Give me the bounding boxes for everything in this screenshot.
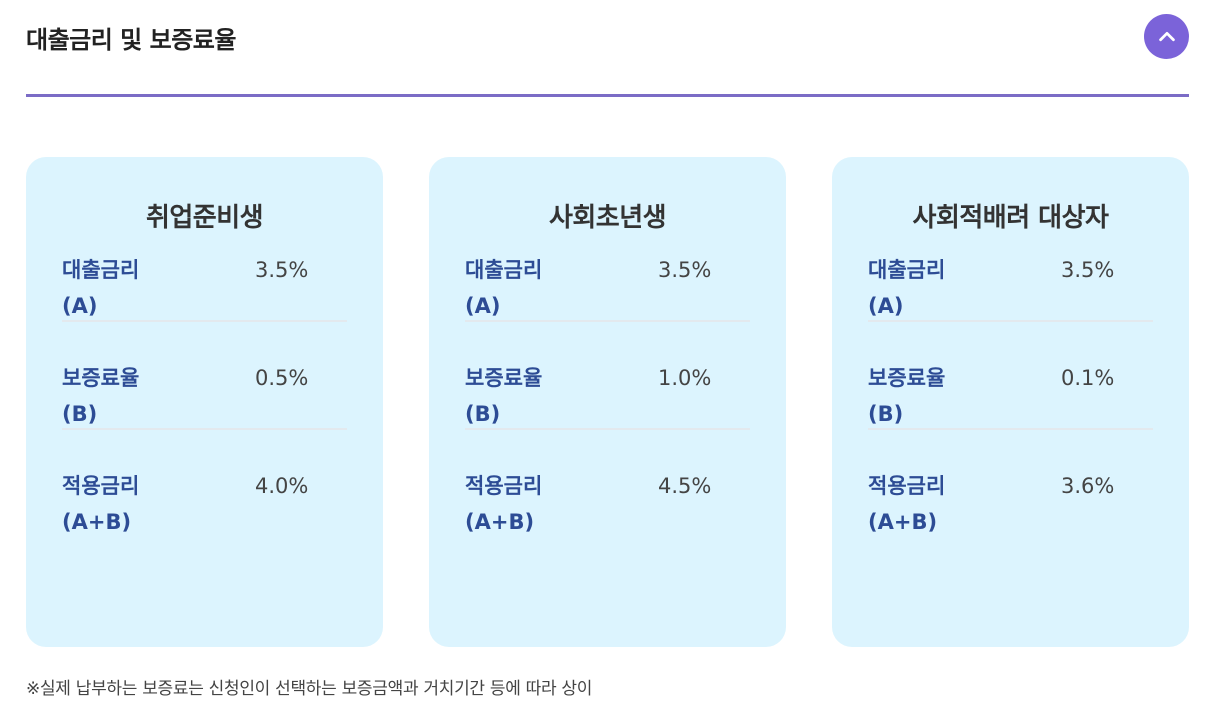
row-value: 4.5%	[658, 474, 712, 498]
row-value: 0.5%	[255, 366, 309, 390]
row-value: 3.5%	[255, 258, 309, 282]
section-header: 대출금리 및 보증료율	[26, 0, 1189, 97]
row-label: 보증료율(B)	[465, 366, 543, 426]
row-divider	[62, 320, 347, 322]
row-value: 1.0%	[658, 366, 712, 390]
row-divider	[868, 428, 1153, 430]
row-value: 4.0%	[255, 474, 309, 498]
row-label: 대출금리(A)	[62, 258, 140, 318]
row-value: 3.6%	[1061, 474, 1115, 498]
rate-card-new-graduate: 사회초년생 대출금리(A) 3.5% 보증료율(B) 1.0% 적용금리 (A+…	[429, 157, 786, 647]
rate-card-social-consideration: 사회적배려 대상자 대출금리(A) 3.5% 보증료율(B) 0.1% 적용금리…	[832, 157, 1189, 647]
row-label: 적용금리 (A+B)	[62, 474, 140, 534]
row-divider	[62, 428, 347, 430]
row-label: 대출금리(A)	[465, 258, 543, 318]
footnote: ※실제 납부하는 보증료는 신청인이 선택하는 보증금액과 거치기간 등에 따라…	[26, 679, 593, 699]
row-value: 3.5%	[658, 258, 712, 282]
chevron-up-icon	[1158, 31, 1175, 41]
row-label: 적용금리 (A+B)	[465, 474, 543, 534]
rate-card-job-seeker: 취업준비생 대출금리(A) 3.5% 보증료율(B) 0.5% 적용금리 (A+…	[26, 157, 383, 647]
section-title: 대출금리 및 보증료율	[26, 26, 236, 54]
row-label: 적용금리 (A+B)	[868, 474, 946, 534]
row-label: 보증료율(B)	[868, 366, 946, 426]
rate-cards: 취업준비생 대출금리(A) 3.5% 보증료율(B) 0.5% 적용금리 (A+…	[26, 157, 1189, 647]
header-divider	[26, 94, 1189, 97]
card-title: 사회적배려 대상자	[912, 203, 1109, 233]
row-label: 대출금리(A)	[868, 258, 946, 318]
row-divider	[868, 320, 1153, 322]
collapse-toggle-button[interactable]	[1144, 14, 1189, 59]
row-label: 보증료율(B)	[62, 366, 140, 426]
card-title: 취업준비생	[145, 203, 264, 233]
row-value: 3.5%	[1061, 258, 1115, 282]
card-title: 사회초년생	[548, 203, 667, 233]
row-divider	[465, 320, 750, 322]
row-value: 0.1%	[1061, 366, 1115, 390]
row-divider	[465, 428, 750, 430]
